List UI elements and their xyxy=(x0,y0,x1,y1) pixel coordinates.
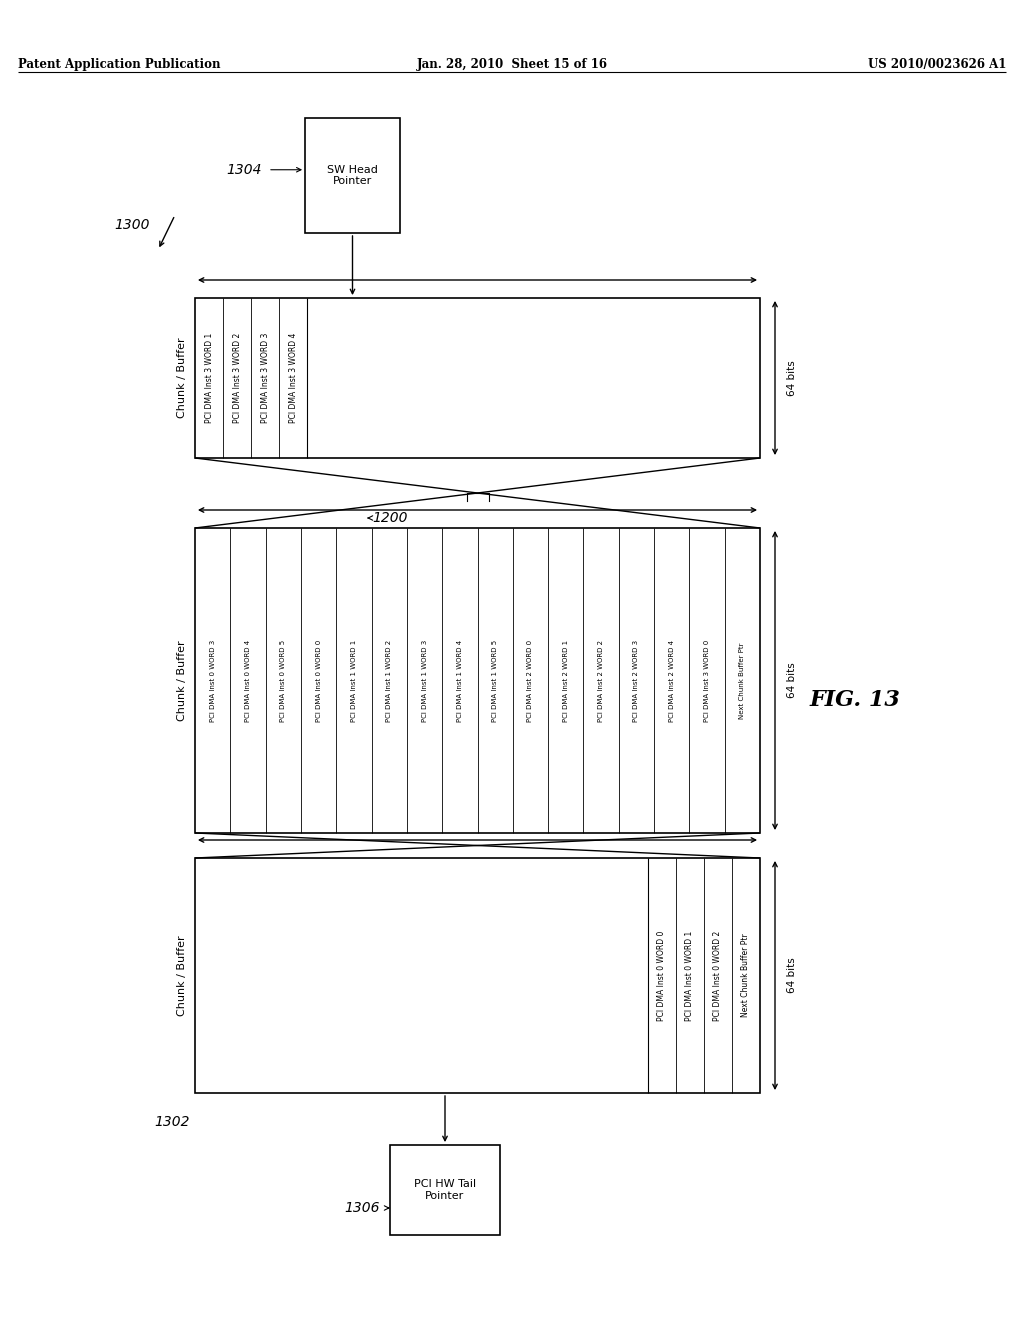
Text: PCI DMA Inst 0 WORD 4: PCI DMA Inst 0 WORD 4 xyxy=(245,639,251,722)
Text: PCI DMA Inst 0 WORD 3: PCI DMA Inst 0 WORD 3 xyxy=(210,639,216,722)
Text: 64 bits: 64 bits xyxy=(787,663,797,698)
Text: 1304: 1304 xyxy=(226,162,262,177)
Text: FIG. 13: FIG. 13 xyxy=(810,689,900,711)
Text: PCI DMA Inst 3 WORD 0: PCI DMA Inst 3 WORD 0 xyxy=(705,639,710,722)
Text: PCI DMA Inst 3 WORD 1: PCI DMA Inst 3 WORD 1 xyxy=(205,333,213,424)
Bar xyxy=(305,117,400,234)
Text: Patent Application Publication: Patent Application Publication xyxy=(18,58,220,71)
Text: 1306: 1306 xyxy=(344,1201,380,1214)
Text: PCI DMA Inst 3 WORD 4: PCI DMA Inst 3 WORD 4 xyxy=(289,333,298,424)
Text: PCI DMA Inst 2 WORD 0: PCI DMA Inst 2 WORD 0 xyxy=(527,639,534,722)
Text: PCI DMA Inst 1 WORD 1: PCI DMA Inst 1 WORD 1 xyxy=(351,639,357,722)
Text: PCI HW Tail
Pointer: PCI HW Tail Pointer xyxy=(414,1179,476,1201)
Text: PCI DMA Inst 1 WORD 2: PCI DMA Inst 1 WORD 2 xyxy=(386,639,392,722)
Bar xyxy=(195,298,760,458)
Text: PCI DMA Inst 0 WORD 2: PCI DMA Inst 0 WORD 2 xyxy=(714,931,723,1020)
Text: PCI DMA Inst 2 WORD 1: PCI DMA Inst 2 WORD 1 xyxy=(563,639,568,722)
Text: US 2010/0023626 A1: US 2010/0023626 A1 xyxy=(867,58,1006,71)
Bar xyxy=(195,528,760,833)
Text: PCI DMA Inst 0 WORD 0: PCI DMA Inst 0 WORD 0 xyxy=(315,639,322,722)
Text: PCI DMA Inst 2 WORD 4: PCI DMA Inst 2 WORD 4 xyxy=(669,639,675,722)
Text: Chunk / Buffer: Chunk / Buffer xyxy=(177,338,187,418)
Bar xyxy=(390,1144,500,1236)
Text: PCI DMA Inst 1 WORD 3: PCI DMA Inst 1 WORD 3 xyxy=(422,639,428,722)
Text: Jan. 28, 2010  Sheet 15 of 16: Jan. 28, 2010 Sheet 15 of 16 xyxy=(417,58,607,71)
Text: Next Chunk Buffer Ptr: Next Chunk Buffer Ptr xyxy=(739,643,745,719)
Text: Chunk / Buffer: Chunk / Buffer xyxy=(177,640,187,721)
Text: SW Head
Pointer: SW Head Pointer xyxy=(327,165,378,186)
Text: 1200: 1200 xyxy=(372,511,408,525)
Text: 64 bits: 64 bits xyxy=(787,360,797,396)
Text: PCI DMA Inst 2 WORD 3: PCI DMA Inst 2 WORD 3 xyxy=(634,639,639,722)
Text: PCI DMA Inst 0 WORD 0: PCI DMA Inst 0 WORD 0 xyxy=(657,931,667,1020)
Text: PCI DMA Inst 1 WORD 4: PCI DMA Inst 1 WORD 4 xyxy=(457,639,463,722)
Text: 64 bits: 64 bits xyxy=(787,957,797,994)
Text: 1300: 1300 xyxy=(115,218,150,232)
Text: Chunk / Buffer: Chunk / Buffer xyxy=(177,935,187,1016)
Text: PCI DMA Inst 3 WORD 2: PCI DMA Inst 3 WORD 2 xyxy=(232,333,242,424)
Text: PCI DMA Inst 2 WORD 2: PCI DMA Inst 2 WORD 2 xyxy=(598,639,604,722)
Text: PCI DMA Inst 3 WORD 3: PCI DMA Inst 3 WORD 3 xyxy=(260,333,269,424)
Text: Next Chunk Buffer Ptr: Next Chunk Buffer Ptr xyxy=(741,933,751,1018)
Text: 1302: 1302 xyxy=(155,1115,190,1129)
Text: PCI DMA Inst 0 WORD 1: PCI DMA Inst 0 WORD 1 xyxy=(685,931,694,1020)
Text: PCI DMA Inst 0 WORD 5: PCI DMA Inst 0 WORD 5 xyxy=(281,639,287,722)
Bar xyxy=(195,858,760,1093)
Text: PCI DMA Inst 1 WORD 5: PCI DMA Inst 1 WORD 5 xyxy=(493,639,498,722)
